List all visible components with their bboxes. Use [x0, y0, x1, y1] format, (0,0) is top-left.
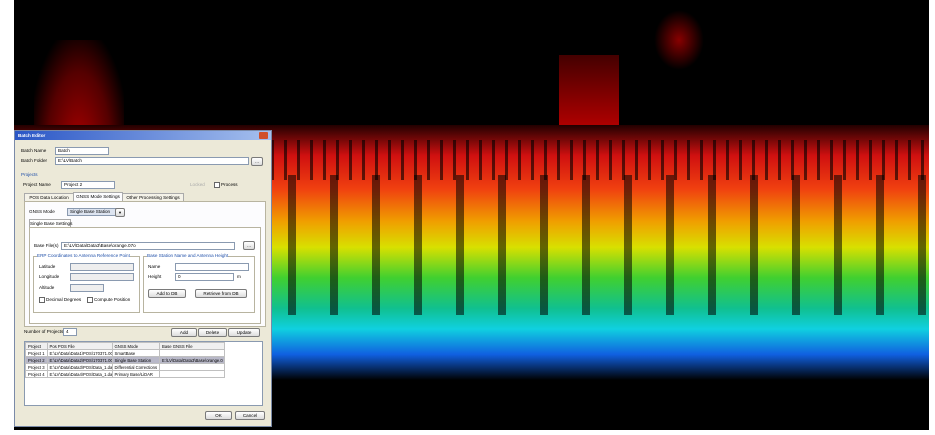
label: GNSS Mode [29, 209, 55, 214]
column-header: Project [26, 343, 48, 350]
table-cell: Single Base Station [112, 357, 160, 364]
table-cell: Primary Base/LiDAR [112, 371, 160, 378]
checkbox-label[interactable]: Compute Position [94, 297, 130, 302]
button[interactable]: Update [228, 328, 260, 337]
batch-editor-dialog: Batch Editor Batch Name Batch Batch Fold… [14, 130, 272, 427]
table-cell: E:\LV\Data\Data2\POS\170371.000 [47, 357, 112, 364]
label: Base File(s) [34, 243, 59, 248]
table-cell: SmartBase [112, 350, 160, 357]
column-header: Pos POS File [47, 343, 112, 350]
label: Project Name [23, 182, 51, 187]
label: Number of Projects [24, 329, 63, 334]
tab-active[interactable]: GNSS Mode Settings [73, 192, 123, 201]
height-input[interactable]: 0 [175, 273, 234, 281]
num-projects: 4 [63, 328, 77, 336]
project-name-input[interactable]: Project 2 [61, 181, 115, 189]
button[interactable]: Add to DB [148, 289, 186, 298]
table-cell: Project 1 [26, 350, 48, 357]
column-header: Base GNSS File [160, 343, 225, 350]
label: Name [148, 264, 160, 269]
unit: m [237, 274, 241, 279]
label: Batch Folder [21, 158, 47, 163]
label: Longitude [39, 274, 59, 279]
label: Altitude [39, 285, 54, 290]
browse-button[interactable]: … [243, 241, 255, 250]
base-files-input[interactable]: E:\LV\Data\Data3\Base\orange.07o [61, 242, 235, 250]
checkbox[interactable] [214, 182, 220, 188]
button[interactable]: Retrieve from DB [195, 289, 247, 298]
spire [654, 10, 704, 70]
checkbox-label[interactable]: Locked [190, 182, 205, 187]
button[interactable]: Add [171, 328, 197, 337]
batch-name-input[interactable]: Batch [55, 147, 109, 155]
checkbox-label[interactable]: Process [221, 182, 238, 187]
checkbox[interactable] [39, 297, 45, 303]
batch-folder-input[interactable]: E:\LV\Batch [55, 157, 249, 165]
checkbox-label[interactable]: Decimal Degrees [46, 297, 81, 302]
name-input[interactable] [175, 263, 249, 271]
table-cell: E:\LV\Data\Data3\POS\Data_1.dat [47, 364, 112, 371]
table-cell [160, 364, 225, 371]
label: Height [148, 274, 161, 279]
section-label: Projects [21, 172, 38, 177]
close-button[interactable] [259, 132, 268, 139]
page: Batch Editor Batch Name Batch Batch Fold… [0, 0, 935, 435]
column-header: GNSS Mode [112, 343, 160, 350]
checkbox[interactable] [87, 297, 93, 303]
table-cell [160, 371, 225, 378]
label: Batch Name [21, 148, 46, 153]
gnss-mode-select[interactable]: Single Base Station [67, 208, 117, 216]
table-cell: E:\LV\Data\Data3\Base\orange.0 [160, 357, 225, 364]
table-cell: Differential Corrections [112, 364, 160, 371]
table-cell: E:\LV\Data\Data4\POS\Data_1.dat [47, 371, 112, 378]
screenshot: Batch Editor Batch Name Batch Batch Fold… [0, 0, 935, 435]
button[interactable]: OK [205, 411, 232, 420]
longitude-input[interactable] [70, 273, 134, 281]
table-cell [160, 350, 225, 357]
dropdown-arrow[interactable]: ▾ [115, 208, 125, 217]
table-cell: E:\LV\Data\Data1\POS\170371.000 [47, 350, 112, 357]
browse-button[interactable]: … [251, 157, 263, 166]
dialog-title: Batch Editor [18, 133, 45, 138]
table-cell: Project 2 [26, 357, 48, 364]
table-cell: Project 4 [26, 371, 48, 378]
latitude-input[interactable] [70, 263, 134, 271]
group-title: Base Station Name and Antenna Height [147, 253, 228, 258]
button[interactable]: Delete [198, 328, 227, 337]
subtab[interactable]: Single Base Settings [29, 219, 71, 227]
label: Latitude [39, 264, 55, 269]
altitude-input[interactable] [70, 284, 104, 292]
title-bar [15, 131, 271, 140]
table-cell: Project 3 [26, 364, 48, 371]
button[interactable]: Cancel [235, 411, 265, 420]
group-title: ERP Coordinates to Antenna Reference Poi… [37, 253, 130, 258]
